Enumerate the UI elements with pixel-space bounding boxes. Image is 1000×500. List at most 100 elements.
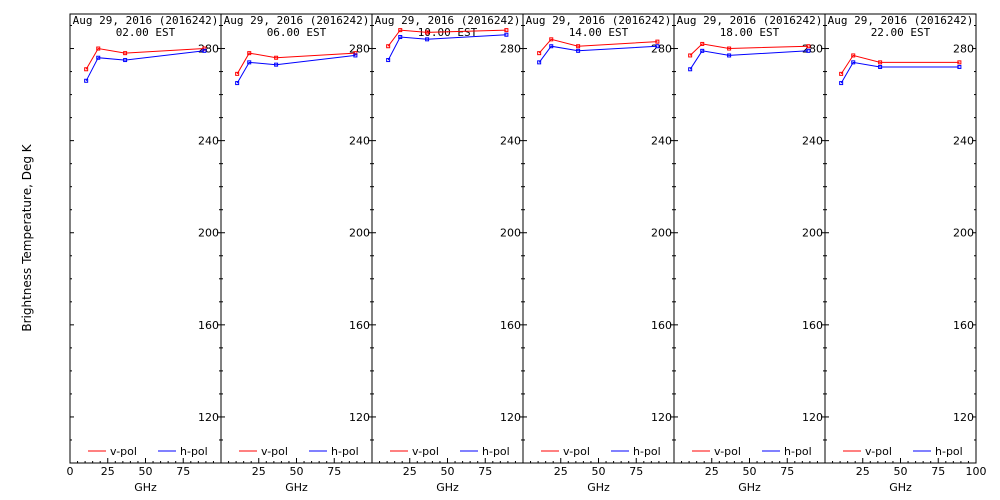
data-point-h-pol xyxy=(851,60,856,65)
y-tick-label: 200 xyxy=(802,227,823,240)
panel-frame xyxy=(824,13,977,464)
data-point-v-pol xyxy=(688,53,693,58)
panel-title: Aug 29, 2016 (2016242) xyxy=(677,14,823,27)
panel-5: 120 160 200 240 280 25 50 75 GHz Aug 29, 2016 (20… xyxy=(673,13,826,494)
data-point-h-pol xyxy=(353,53,358,58)
y-tick-label: 240 xyxy=(500,135,521,148)
data-point-h-pol xyxy=(537,60,542,65)
legend-label-h-pol: h-pol xyxy=(331,445,359,458)
x-tick-label: 50 xyxy=(290,465,304,478)
y-tick-label: 200 xyxy=(349,227,370,240)
data-point-h-pol xyxy=(655,44,660,49)
x-tick-label: 25 xyxy=(101,465,115,478)
data-point-h-pol xyxy=(274,62,279,67)
x-tick-label: 75 xyxy=(629,465,643,478)
y-tick-label: 160 xyxy=(651,319,672,332)
data-point-h-pol xyxy=(96,55,101,60)
series-line-v-pol xyxy=(85,47,205,70)
data-point-h-pol xyxy=(504,32,509,37)
legend-label-h-pol: h-pol xyxy=(180,445,208,458)
data-point-h-pol xyxy=(878,64,883,69)
y-tick-label: 280 xyxy=(651,43,672,56)
x-tick-label: 75 xyxy=(327,465,341,478)
data-point-v-pol xyxy=(839,71,844,76)
y-tick-label: 240 xyxy=(802,135,823,148)
data-point-h-pol xyxy=(398,35,403,40)
x-tick-label: 75 xyxy=(931,465,945,478)
panel-title: Aug 29, 2016 (2016242) xyxy=(73,14,219,27)
y-tick-label: 160 xyxy=(198,319,219,332)
data-point-v-pol xyxy=(806,44,811,49)
y-axis-label: Brightness Temperature, Deg K xyxy=(20,143,34,331)
data-point-h-pol xyxy=(727,53,732,58)
data-point-v-pol xyxy=(84,67,89,72)
y-tick-label: 200 xyxy=(953,227,974,240)
y-tick-label: 240 xyxy=(198,135,219,148)
data-point-h-pol xyxy=(806,48,811,53)
y-tick-label: 280 xyxy=(802,43,823,56)
y-tick-label: 120 xyxy=(349,411,370,424)
data-point-v-pol xyxy=(386,44,391,49)
x-axis-label: GHz xyxy=(134,481,157,494)
panel-subtitle: 06.00 EST xyxy=(267,26,327,39)
series-line-v-pol xyxy=(840,54,960,75)
series-line-h-pol xyxy=(387,34,507,61)
x-axis-label: GHz xyxy=(889,481,912,494)
data-point-h-pol xyxy=(235,81,240,86)
panel-frame xyxy=(673,13,826,464)
y-tick-label: 240 xyxy=(651,135,672,148)
y-tick-label: 240 xyxy=(953,135,974,148)
data-point-h-pol xyxy=(549,44,554,49)
panel-4: 120 160 200 240 280 25 50 75 GHz Aug 29, 2016 (20… xyxy=(522,13,675,494)
data-point-v-pol xyxy=(504,28,509,33)
data-point-h-pol xyxy=(957,64,962,69)
y-tick-label: 120 xyxy=(802,411,823,424)
legend-label-h-pol: h-pol xyxy=(633,445,661,458)
data-point-v-pol xyxy=(655,39,660,44)
data-point-v-pol xyxy=(957,60,962,65)
legend-label-v-pol: v-pol xyxy=(714,445,741,458)
data-point-v-pol xyxy=(235,71,240,76)
x-axis-label: GHz xyxy=(436,481,459,494)
x-tick-label: 75 xyxy=(176,465,190,478)
legend-label-v-pol: v-pol xyxy=(412,445,439,458)
panel-subtitle: 22.00 EST xyxy=(871,26,931,39)
y-tick-label: 160 xyxy=(349,319,370,332)
data-point-v-pol xyxy=(274,55,279,60)
panel-frame xyxy=(371,13,524,464)
x-axis-label: GHz xyxy=(587,481,610,494)
panel-6: 120 160 200 240 280 25 50 75 100 GHz Aug 29, 2016 … xyxy=(824,13,987,494)
x-tick-label: 75 xyxy=(478,465,492,478)
data-point-v-pol xyxy=(700,41,705,46)
data-point-h-pol xyxy=(84,78,89,83)
panels-group: 120 160 200 240 280 0 25 50 75 GHz Aug 29, 2016 (2… xyxy=(67,13,987,494)
x-tick-label: 25 xyxy=(403,465,417,478)
x-tick-label: 50 xyxy=(894,465,908,478)
x-tick-label: 25 xyxy=(856,465,870,478)
data-point-h-pol xyxy=(386,58,391,63)
data-point-v-pol xyxy=(96,46,101,51)
legend-label-h-pol: h-pol xyxy=(784,445,812,458)
x-axis-label: GHz xyxy=(738,481,761,494)
series-line-h-pol xyxy=(538,45,658,63)
data-point-v-pol xyxy=(123,51,128,56)
panel-title: Aug 29, 2016 (2016242) xyxy=(224,14,370,27)
x-tick-label: 25 xyxy=(252,465,266,478)
panel-title: Aug 29, 2016 (2016242) xyxy=(828,14,974,27)
y-tick-label: 120 xyxy=(500,411,521,424)
x-tick-label: 50 xyxy=(441,465,455,478)
y-tick-label: 200 xyxy=(500,227,521,240)
panel-subtitle: 02.00 EST xyxy=(116,26,176,39)
data-point-v-pol xyxy=(549,37,554,42)
legend-label-h-pol: h-pol xyxy=(935,445,963,458)
series-line-h-pol xyxy=(236,54,356,84)
data-point-h-pol xyxy=(839,81,844,86)
data-point-v-pol xyxy=(878,60,883,65)
x-tick-label: 50 xyxy=(139,465,153,478)
panel-subtitle: 18.00 EST xyxy=(720,26,780,39)
legend-label-v-pol: v-pol xyxy=(110,445,137,458)
data-point-v-pol xyxy=(576,44,581,49)
data-point-h-pol xyxy=(425,37,430,42)
